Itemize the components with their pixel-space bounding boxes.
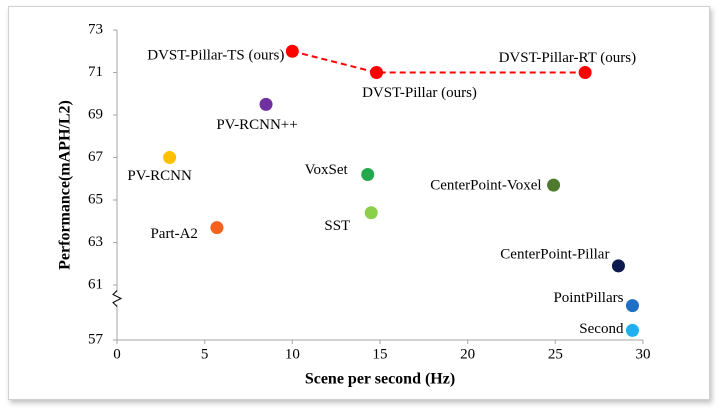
point [163, 151, 177, 164]
y-tick-label: 67 [88, 149, 104, 165]
point-label: PV-RCNN [127, 168, 192, 184]
point-label: PointPillars [553, 290, 623, 306]
x-tick-label: 10 [285, 346, 300, 362]
x-tick-label: 25 [548, 346, 563, 362]
point [210, 221, 224, 235]
axis-break-gap [112, 292, 122, 305]
y-tick-label: 61 [88, 276, 103, 292]
point-label: VoxSet [305, 162, 349, 178]
y-tick-label: 65 [88, 191, 103, 207]
x-tick-label: 15 [373, 346, 388, 362]
y-tick-label: 69 [88, 106, 103, 122]
point [369, 66, 383, 79]
y-axis-title: Performance(mAPH/L2) [57, 100, 74, 270]
point [611, 259, 625, 273]
point [361, 168, 375, 181]
point-label: CenterPoint-Pillar [500, 246, 609, 262]
y-tick-label: 57 [88, 331, 104, 347]
x-tick-label: 5 [201, 346, 209, 362]
x-axis-title: Scene per second (Hz) [305, 371, 455, 388]
x-tick-label: 0 [113, 346, 121, 362]
frame [8, 6, 710, 400]
series-line [292, 50, 586, 74]
point-label: Part-A2 [150, 226, 198, 242]
y-tick-label: 63 [88, 234, 103, 250]
axis-break [112, 290, 123, 307]
point [625, 323, 639, 337]
point [625, 299, 639, 313]
point [547, 178, 561, 192]
point [259, 97, 273, 111]
y-tick-label: 71 [88, 64, 103, 80]
point [578, 66, 592, 79]
point-label: DVST-Pillar (ours) [362, 85, 477, 101]
point-label: DVST-Pillar-RT (ours) [499, 50, 637, 66]
y-tick-label: 73 [88, 21, 103, 37]
point-label: DVST-Pillar-TS (ours) [147, 48, 284, 64]
x-tick-label: 30 [636, 346, 651, 362]
point [285, 44, 299, 58]
point-label: CenterPoint-Voxel [430, 178, 541, 194]
point-label: SST [324, 218, 350, 234]
point [364, 206, 378, 220]
point-label: PV-RCNN++ [216, 117, 297, 133]
point-label: Second [579, 321, 624, 337]
x-tick-label: 20 [460, 346, 475, 362]
